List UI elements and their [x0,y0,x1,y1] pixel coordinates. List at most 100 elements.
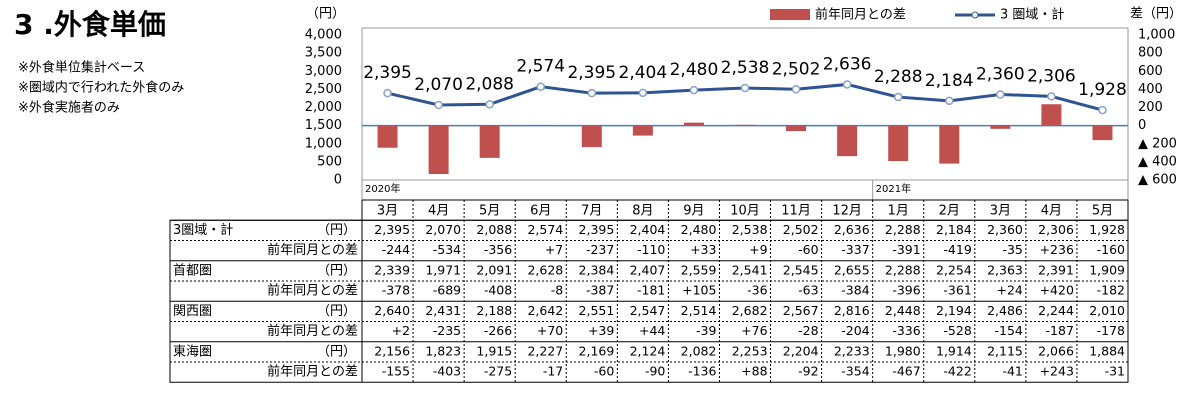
cell: -60 [798,242,818,257]
y-tick-label: 4,000 [305,28,342,43]
cell: -275 [484,364,512,379]
point [383,88,392,98]
cell: -136 [688,364,716,379]
y-tick-label: 2,000 [305,100,342,115]
cell: 2,541 [732,262,768,277]
x-tick-label: 4月 [1041,204,1062,219]
cell: 2,156 [374,343,410,358]
cell: 2,244 [1038,303,1074,318]
data-label: 2,395 [567,63,616,83]
cell: -391 [892,242,920,257]
x-tick-label: 8月 [632,204,653,219]
cell: -396 [892,283,920,298]
point [536,82,545,91]
data-label: 2,070 [414,75,463,95]
cell: -235 [433,323,461,338]
x-tick-label: 11月 [781,204,811,219]
cell: -31 [1105,364,1125,379]
bar [632,125,653,136]
cell: 2,404 [630,222,666,237]
plot-frame [361,27,1129,201]
cell: 2,227 [527,343,563,358]
cell: -187 [1046,323,1074,338]
cell: -110 [637,242,665,257]
cell: -92 [798,364,818,379]
bar [786,125,807,132]
cell: +9 [749,242,767,257]
cell: 2,682 [732,303,768,318]
bar [888,125,909,162]
cell: 1,823 [425,343,461,358]
cell: -63 [798,283,818,298]
legend-label: 3 圏域・計 [1000,7,1064,23]
cell: -17 [543,364,563,379]
y-axis-label: （円） [306,7,345,22]
cell: -41 [1002,364,1022,379]
cell: 2,124 [630,343,666,358]
bar [1041,104,1062,126]
x-tick-label: 3月 [990,204,1011,219]
cell: -266 [484,323,512,338]
cell: 2,194 [936,303,972,318]
cell: 2,091 [476,262,512,277]
cell: 2,288 [885,262,921,277]
cell: 2,545 [783,262,819,277]
cell: 2,070 [425,222,461,237]
bar [428,125,449,175]
page-title: 3 .外食単価 [14,8,166,41]
y2-tick-label: 1,000 [1138,28,1175,43]
cell: 2,642 [527,303,563,318]
cell: -160 [1097,242,1125,257]
y2-tick-label: 400 [1138,82,1163,97]
cell: +76 [741,323,767,338]
cell: 2,538 [732,222,768,237]
cell: 2,448 [885,303,921,318]
cell: 2,486 [987,303,1023,318]
row-diff-label: 前年同月との差 [267,242,358,258]
row-unit: （円） [317,344,356,359]
cell: -419 [943,242,971,257]
cell: 2,480 [681,222,717,237]
row-name: 首都圏 [173,263,212,278]
point [1098,105,1107,115]
year-label: 2021年 [876,182,911,195]
x-tick-label: 7月 [581,204,602,219]
data-label: 2,636 [823,54,872,74]
cell: -422 [943,364,971,379]
row-diff-label: 前年同月との差 [267,364,358,380]
cell: 2,395 [579,222,615,237]
cell: -408 [484,283,512,298]
cell: 2,233 [834,343,870,358]
point [893,92,903,102]
cell: 2,567 [783,303,819,318]
row-unit: （円） [317,263,356,278]
cell: 2,551 [579,303,615,318]
cell: -154 [994,323,1022,338]
point [587,88,597,98]
cell: 2,115 [987,343,1023,358]
y2-tick-label: 0 [1138,118,1146,133]
cell: -60 [594,364,614,379]
row-diff-label: 前年同月との差 [267,283,358,299]
legend-swatch [770,9,810,20]
data-label: 2,088 [465,74,514,94]
row-name: 3圏域・計 [173,222,233,238]
cell: 2,066 [1038,343,1074,358]
cell: -354 [841,364,869,379]
data-label: 2,538 [721,58,770,78]
x-tick-label: 10月 [730,204,760,219]
data-label: 2,395 [363,63,412,83]
cell: -244 [382,242,410,257]
point [791,85,801,94]
bar [1092,125,1113,141]
bar [581,125,602,148]
x-tick-label: 5月 [1092,204,1113,219]
bar [479,125,500,158]
cell: +44 [639,323,665,338]
cell: 2,816 [834,303,870,318]
note: ※圏域内で行われた外食のみ [18,80,184,96]
cell: -237 [586,242,614,257]
data-label: 2,502 [772,59,821,79]
cell: +7 [545,242,563,257]
note: ※外食実施者のみ [18,100,120,116]
